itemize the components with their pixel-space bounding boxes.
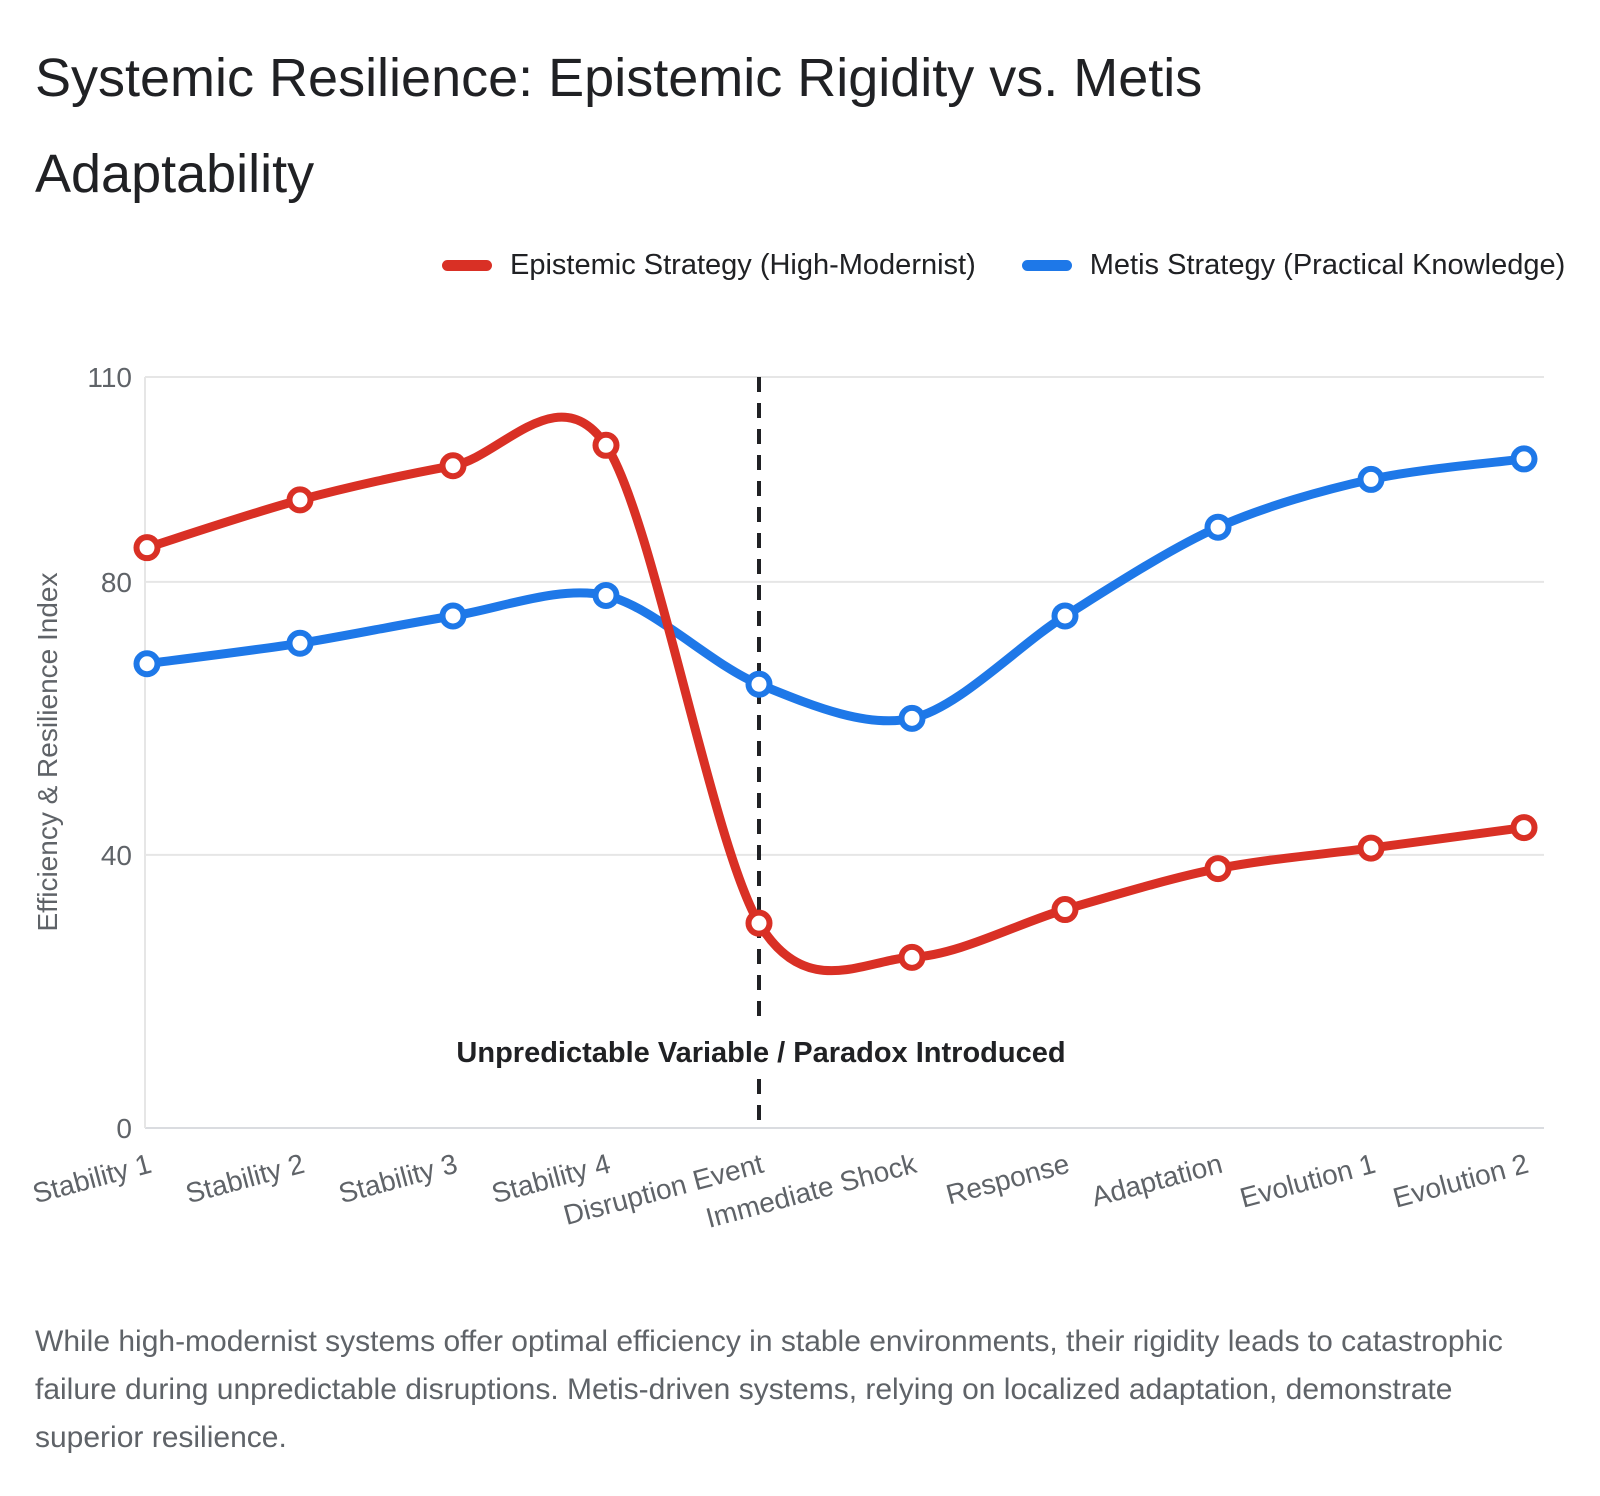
series-markers-metis: [133, 445, 1538, 732]
data-point-metis-5: [898, 704, 926, 732]
series-line-epistemic: [142, 412, 1529, 976]
epistemic-line-swatch-icon: [442, 259, 492, 271]
y-tick-label-110: 110: [87, 362, 132, 393]
annotation-label: Unpredictable Variable / Paradox Introdu…: [456, 1037, 1065, 1069]
x-tick-labels: Stability 1 Stability 2 Stability 3 Stabili…: [29, 1148, 1531, 1234]
data-point-metis-9: [1510, 445, 1538, 473]
data-point-metis-0: [133, 650, 161, 678]
legend-item-epistemic: Epistemic Strategy (High-Modernist): [442, 249, 976, 282]
data-point-epistemic-0: [133, 534, 161, 562]
y-axis-title: Efficiency & Resilience Index: [32, 573, 63, 932]
series-line-metis: [142, 454, 1529, 726]
x-tick-label-7: Adaptation: [1088, 1148, 1225, 1213]
data-point-epistemic-8: [1357, 834, 1385, 862]
data-point-metis-7: [1204, 513, 1232, 541]
data-point-metis-3: [592, 581, 620, 609]
data-point-epistemic-3: [592, 431, 620, 459]
data-point-epistemic-5: [898, 943, 926, 971]
data-point-metis-2: [439, 602, 467, 630]
x-tick-label-8: Evolution 1: [1237, 1148, 1379, 1214]
chart-title: Systemic Resilience: Epistemic Rigidity …: [35, 48, 1203, 205]
data-point-metis-6: [1051, 602, 1079, 630]
data-point-metis-8: [1357, 465, 1385, 493]
data-point-epistemic-6: [1051, 896, 1079, 924]
data-point-epistemic-1: [286, 486, 314, 514]
data-point-epistemic-7: [1204, 855, 1232, 883]
x-tick-label-6: Response: [943, 1148, 1073, 1211]
legend-label-metis: Metis Strategy (Practical Knowledge): [1089, 248, 1566, 281]
y-tick-label-40: 40: [101, 840, 132, 871]
x-tick-label-1: Stability 2: [182, 1148, 307, 1209]
data-point-epistemic-2: [439, 452, 467, 480]
y-tick-labels: 0 40 80 110: [87, 362, 132, 1144]
data-point-metis-4: [745, 670, 773, 698]
annotation-backdrop: [483, 1018, 1035, 1078]
series-markers-epistemic: [133, 431, 1538, 971]
x-tick-label-2: Stability 3: [335, 1148, 460, 1209]
legend-label-epistemic: Epistemic Strategy (High-Modernist): [510, 248, 976, 281]
data-point-metis-1: [286, 629, 314, 657]
data-point-epistemic-4: [745, 909, 773, 937]
legend-item-metis: Metis Strategy (Practical Knowledge): [1021, 248, 1566, 282]
legend: Epistemic Strategy (High-Modernist) Meti…: [442, 246, 1565, 284]
chart-caption: While high-modernist systems offer optim…: [35, 1325, 1503, 1454]
y-tick-label-0: 0: [116, 1113, 132, 1144]
x-tick-label-9: Evolution 2: [1390, 1148, 1532, 1214]
x-tick-label-0: Stability 1: [29, 1148, 154, 1209]
metis-line-swatch-icon: [1021, 259, 1072, 271]
data-point-epistemic-9: [1510, 814, 1538, 842]
y-tick-label-80: 80: [101, 567, 132, 598]
